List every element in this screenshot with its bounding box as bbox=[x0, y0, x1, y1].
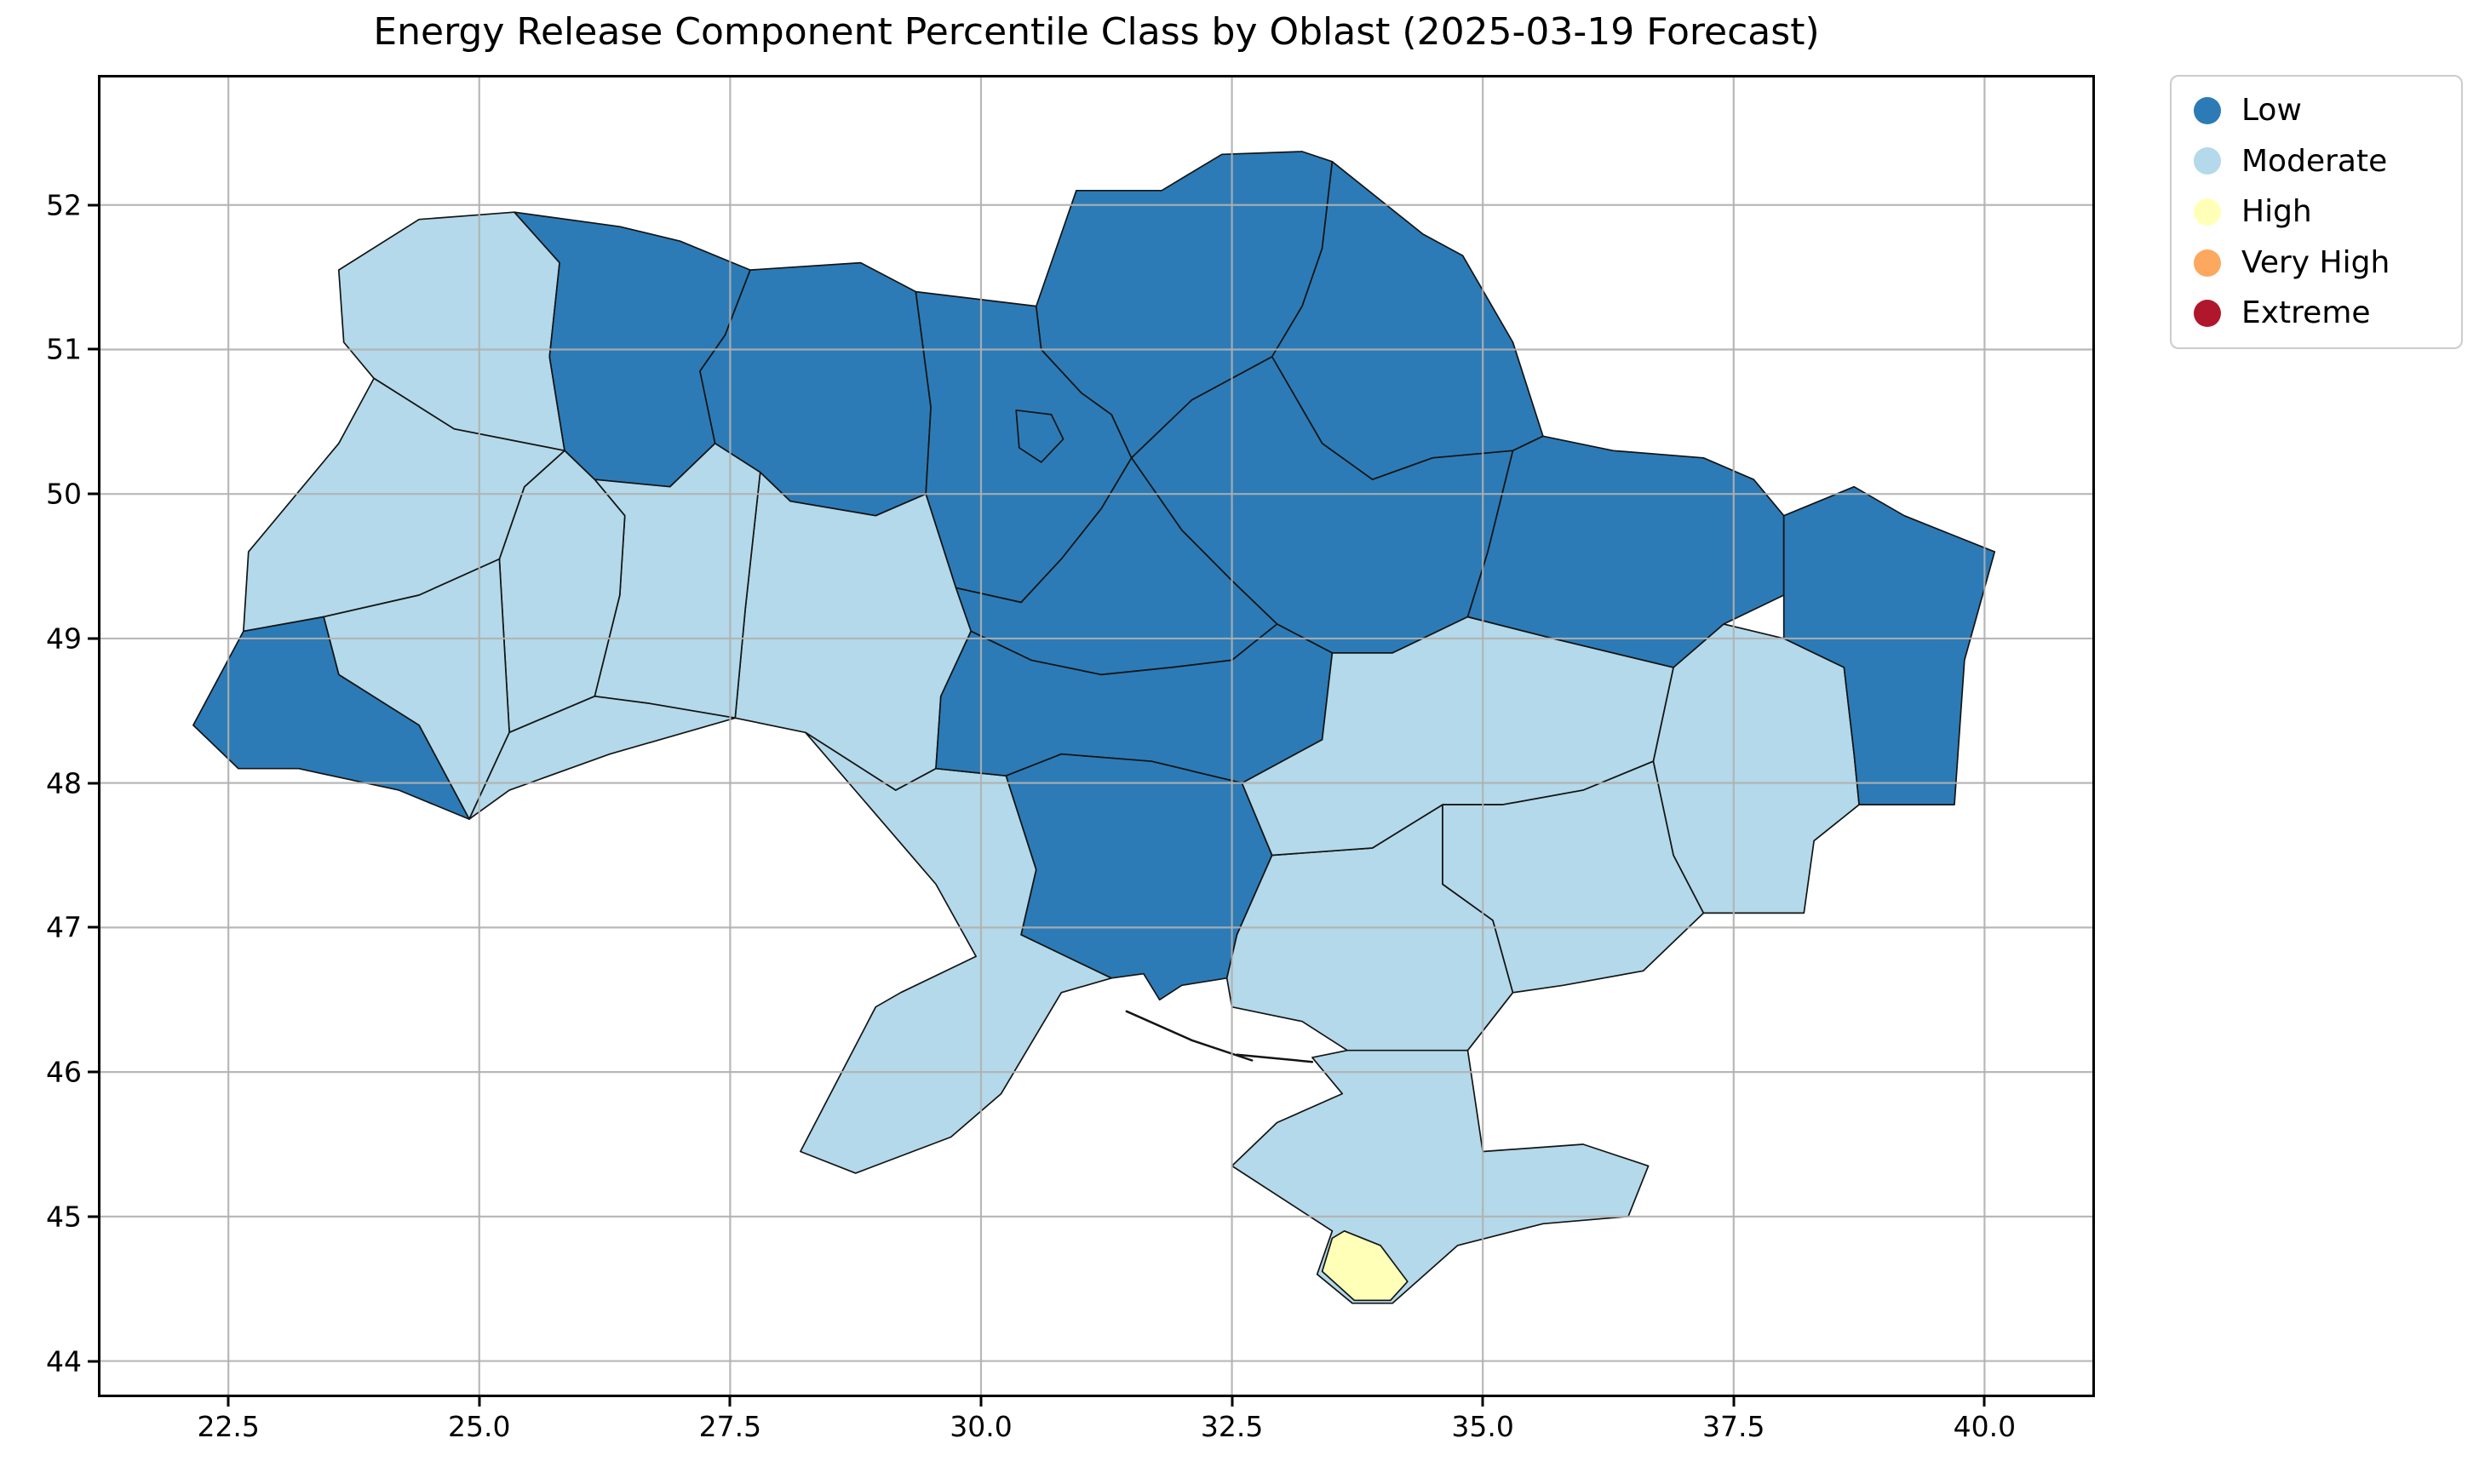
y-tick-mark bbox=[88, 1215, 98, 1218]
x-tick-label: 40.0 bbox=[1953, 1410, 2017, 1443]
y-tick-label: 48 bbox=[46, 766, 82, 800]
y-tick-mark bbox=[88, 1070, 98, 1074]
coast-feature-dzharylhach-spit bbox=[1236, 1053, 1314, 1063]
map-region-crimea-south-coast bbox=[1321, 1229, 1409, 1302]
legend-item-very-high: Very High bbox=[2194, 246, 2439, 280]
legend-swatch-very-high bbox=[2194, 249, 2221, 277]
legend-label: Low bbox=[2241, 93, 2302, 128]
y-tick-label: 52 bbox=[46, 188, 82, 222]
legend-label: Very High bbox=[2241, 244, 2390, 280]
legend-label: High bbox=[2241, 194, 2312, 230]
x-tick-mark bbox=[1481, 1397, 1484, 1407]
legend-swatch-extreme bbox=[2194, 300, 2221, 328]
x-tick-mark bbox=[728, 1397, 732, 1407]
legend-item-extreme: Extreme bbox=[2194, 296, 2439, 330]
legend-item-high: High bbox=[2194, 195, 2439, 229]
legend-swatch-low bbox=[2194, 96, 2221, 124]
map-region-luhansk bbox=[1782, 485, 1996, 805]
y-tick-mark bbox=[88, 492, 98, 496]
y-tick-label: 47 bbox=[46, 910, 82, 944]
y-tick-label: 45 bbox=[46, 1200, 82, 1234]
chart-title: Energy Release Component Percentile Clas… bbox=[373, 10, 1820, 54]
legend-item-moderate: Moderate bbox=[2194, 143, 2439, 179]
y-tick-mark bbox=[88, 1360, 98, 1363]
plot-area bbox=[98, 75, 2095, 1397]
legend: Low Moderate High Very High Extreme bbox=[2170, 75, 2463, 349]
map-region-crimea bbox=[1231, 1049, 1650, 1304]
x-tick-label: 22.5 bbox=[197, 1410, 260, 1443]
coast-feature-tendra-spit bbox=[1125, 1010, 1254, 1062]
x-tick-mark bbox=[1231, 1397, 1234, 1407]
y-tick-label: 46 bbox=[46, 1055, 82, 1089]
y-tick-label: 44 bbox=[46, 1344, 82, 1378]
map-region-donetsk bbox=[1652, 623, 1860, 914]
ukraine-oblast-map bbox=[98, 75, 2095, 1397]
axes-frame bbox=[98, 75, 2095, 1397]
legend-swatch-high bbox=[2194, 198, 2221, 226]
x-tick-label: 37.5 bbox=[1702, 1410, 1765, 1443]
legend-label: Moderate bbox=[2241, 143, 2388, 179]
y-tick-mark bbox=[88, 347, 98, 351]
map-region-kyiv-city bbox=[1015, 409, 1064, 463]
map-region-chernivtsi bbox=[468, 695, 737, 820]
y-tick-label: 51 bbox=[46, 332, 82, 366]
x-tick-mark bbox=[979, 1397, 983, 1407]
legend-item-low: Low bbox=[2194, 94, 2439, 128]
x-tick-label: 35.0 bbox=[1451, 1410, 1514, 1443]
y-tick-label: 49 bbox=[46, 622, 82, 656]
x-tick-mark bbox=[478, 1397, 481, 1407]
y-tick-mark bbox=[88, 637, 98, 640]
x-tick-label: 27.5 bbox=[698, 1410, 762, 1443]
x-tick-label: 32.5 bbox=[1200, 1410, 1264, 1443]
map-region-zaporizhzhia bbox=[1442, 760, 1705, 994]
map-region-mykolaiv bbox=[1005, 753, 1273, 1001]
y-tick-mark bbox=[88, 203, 98, 207]
map-region-zakarpattia bbox=[192, 616, 470, 820]
legend-swatch-moderate bbox=[2194, 147, 2221, 175]
x-tick-label: 30.0 bbox=[950, 1410, 1013, 1443]
x-tick-mark bbox=[227, 1397, 230, 1407]
x-tick-mark bbox=[1732, 1397, 1736, 1407]
x-tick-label: 25.0 bbox=[448, 1410, 511, 1443]
legend-label: Extreme bbox=[2241, 295, 2371, 331]
x-tick-mark bbox=[1983, 1397, 1986, 1407]
y-tick-mark bbox=[88, 925, 98, 929]
y-tick-label: 50 bbox=[46, 477, 82, 511]
y-tick-mark bbox=[88, 782, 98, 785]
